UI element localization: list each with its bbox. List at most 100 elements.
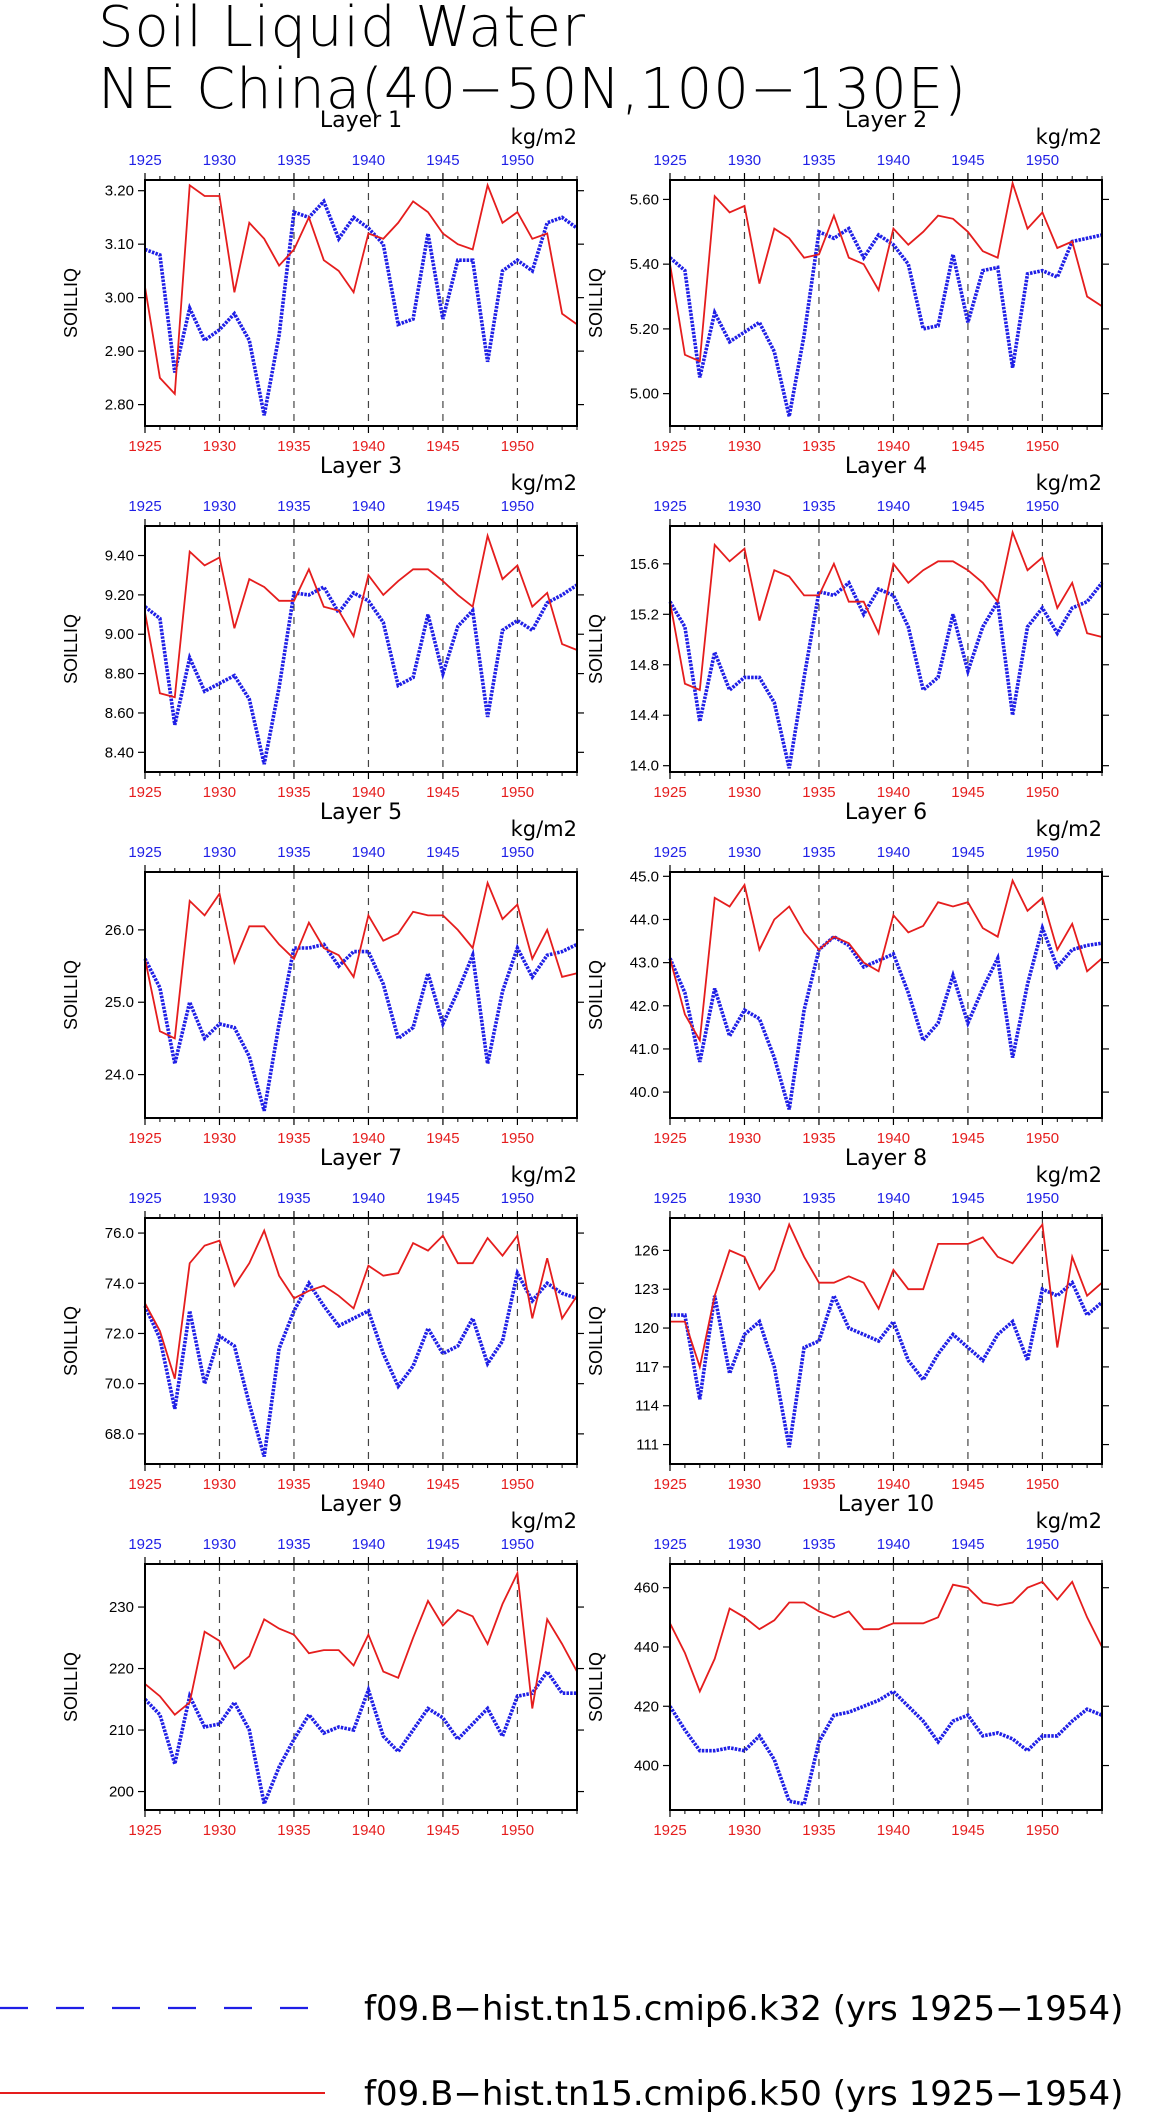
x-tick-label-top: 1930 [728, 844, 761, 861]
y-tick-label: 460 [634, 1580, 659, 1597]
x-tick-label-top: 1935 [277, 844, 310, 861]
y-tick-label: 200 [109, 1784, 134, 1801]
units-label: kg/m2 [1036, 1509, 1102, 1533]
x-tick-label-bottom: 1940 [352, 438, 385, 455]
x-tick-label-top: 1930 [728, 1536, 761, 1553]
y-axis-label: SOILLIQ [586, 614, 606, 684]
series-line-blue [668, 1689, 1103, 1807]
y-axis-label: SOILLIQ [586, 1306, 606, 1376]
x-tick-label-top: 1925 [653, 1190, 686, 1207]
x-tick-label-top: 1950 [501, 1536, 534, 1553]
x-tick-label-bottom: 1940 [877, 1476, 910, 1493]
x-tick-label-bottom: 1945 [951, 1476, 984, 1493]
y-tick-label: 114 [635, 1398, 659, 1415]
panel-layer-10: 1925 1925 1930 1930 1935 1935 1940 1940 1945 1945… [586, 1492, 1109, 1839]
y-axis-label: SOILLIQ [586, 960, 606, 1030]
y-tick-label: 68.0 [105, 1426, 134, 1443]
x-tick-label-bottom: 1940 [877, 1822, 910, 1839]
units-label: kg/m2 [1036, 817, 1102, 841]
x-tick-label-bottom: 1940 [352, 1822, 385, 1839]
x-tick-label-top: 1950 [1026, 152, 1059, 169]
x-tick-label-bottom: 1935 [277, 1130, 310, 1147]
x-tick-label-bottom: 1950 [501, 1130, 534, 1147]
plot-frame [144, 1217, 578, 1465]
x-tick-label-bottom: 1950 [1026, 438, 1059, 455]
plot-frame [144, 871, 578, 1119]
x-tick-label-top: 1925 [128, 1536, 161, 1553]
x-tick-label-top: 1940 [352, 498, 385, 515]
x-tick-label-bottom: 1935 [277, 438, 310, 455]
y-tick-label: 8.80 [105, 666, 134, 683]
x-tick-label-bottom: 1940 [352, 1130, 385, 1147]
units-label: kg/m2 [511, 1163, 577, 1187]
y-tick-label: 45.0 [630, 868, 659, 885]
y-tick-label: 43.0 [630, 955, 659, 972]
x-tick-label-bottom: 1935 [277, 1822, 310, 1839]
x-tick-label-top: 1950 [1026, 1190, 1059, 1207]
x-tick-label-bottom: 1925 [128, 1822, 161, 1839]
y-tick-label: 70.0 [105, 1376, 134, 1393]
series-line-red [669, 878, 1103, 1044]
x-tick-label-bottom: 1940 [877, 1130, 910, 1147]
x-tick-label-bottom: 1945 [426, 1822, 459, 1839]
series-line-red [669, 179, 1103, 363]
figure-title-line-1: Soil Liquid Water [98, 0, 586, 60]
series-line-blue [143, 942, 578, 1112]
x-tick-label-bottom: 1930 [203, 1130, 236, 1147]
series-line-blue [143, 1268, 578, 1457]
plot-frame [144, 179, 578, 427]
x-tick-label-bottom: 1930 [728, 1130, 761, 1147]
legend-label-k32: f09.B−hist.tn15.cmip6.k32 (yrs 1925−1954… [364, 1989, 1123, 2029]
series-line-red [144, 1569, 578, 1716]
y-tick-label: 8.60 [105, 705, 134, 722]
x-tick-label-top: 1935 [802, 844, 835, 861]
y-tick-label: 3.10 [105, 236, 134, 253]
x-tick-label-top: 1930 [203, 1190, 236, 1207]
y-tick-label: 14.0 [630, 758, 659, 775]
y-tick-label: 5.40 [630, 256, 659, 273]
x-tick-label-top: 1930 [203, 152, 236, 169]
x-tick-label-top: 1945 [951, 152, 984, 169]
y-tick-label: 40.0 [630, 1084, 659, 1101]
x-tick-label-top: 1935 [802, 1536, 835, 1553]
x-tick-label-bottom: 1925 [128, 1130, 161, 1147]
x-tick-label-top: 1930 [728, 498, 761, 515]
x-tick-label-bottom: 1935 [802, 438, 835, 455]
x-tick-label-bottom: 1935 [802, 1476, 835, 1493]
x-tick-label-top: 1930 [203, 498, 236, 515]
panel-layer-6: 1925 1925 1930 1930 1935 1935 1940 1940 1945 1945… [586, 800, 1109, 1147]
y-axis-label: SOILLIQ [586, 1652, 606, 1722]
x-tick-label-top: 1925 [128, 152, 161, 169]
y-tick-label: 3.20 [105, 183, 134, 200]
x-tick-label-top: 1945 [426, 844, 459, 861]
x-tick-label-top: 1950 [1026, 498, 1059, 515]
x-tick-label-bottom: 1930 [203, 1822, 236, 1839]
y-tick-label: 14.8 [630, 657, 659, 674]
panel-title: Layer 3 [320, 454, 402, 479]
x-tick-label-bottom: 1935 [802, 784, 835, 801]
panel-title: Layer 9 [320, 1492, 402, 1517]
x-tick-label-bottom: 1935 [277, 1476, 310, 1493]
x-tick-label-bottom: 1925 [653, 438, 686, 455]
x-tick-label-top: 1930 [728, 1190, 761, 1207]
panel-title: Layer 8 [845, 1146, 927, 1171]
series-line-blue [144, 198, 579, 416]
x-tick-label-top: 1925 [653, 152, 686, 169]
x-tick-label-bottom: 1925 [653, 784, 686, 801]
y-tick-label: 120 [634, 1320, 659, 1337]
x-tick-label-top: 1940 [352, 1536, 385, 1553]
x-tick-label-top: 1940 [877, 152, 910, 169]
x-tick-label-top: 1940 [877, 844, 910, 861]
y-tick-label: 210 [109, 1722, 134, 1739]
x-tick-label-top: 1940 [877, 1190, 910, 1207]
x-tick-label-top: 1940 [877, 498, 910, 515]
y-tick-label: 126 [634, 1242, 659, 1259]
y-tick-label: 9.20 [105, 587, 134, 604]
x-tick-label-top: 1950 [501, 844, 534, 861]
units-label: kg/m2 [1036, 1163, 1102, 1187]
y-tick-label: 230 [109, 1599, 134, 1616]
series-line-blue [670, 1279, 1104, 1448]
y-axis-label: SOILLIQ [61, 1652, 81, 1722]
x-tick-label-bottom: 1945 [951, 1822, 984, 1839]
y-tick-label: 42.0 [630, 998, 659, 1015]
